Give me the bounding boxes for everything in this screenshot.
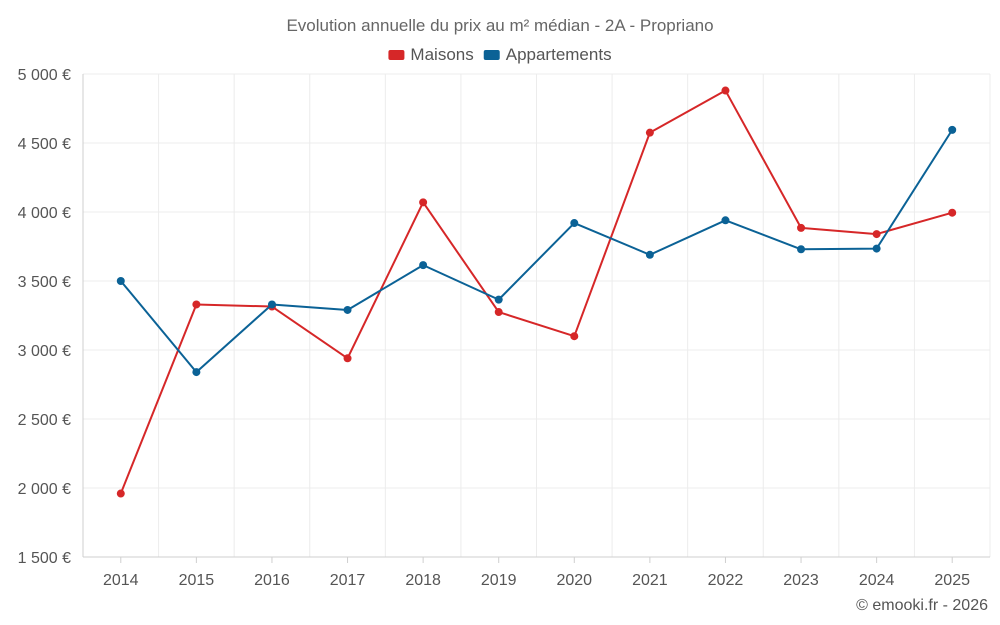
data-point-appartements[interactable]: [797, 245, 806, 254]
data-point-maisons[interactable]: [419, 198, 428, 207]
data-point-maisons[interactable]: [797, 223, 806, 232]
legend: Maisons Appartements: [388, 45, 612, 64]
data-point-maisons[interactable]: [494, 308, 503, 317]
data-point-appartements[interactable]: [419, 261, 428, 270]
data-point-maisons[interactable]: [948, 208, 957, 217]
grid: [82, 73, 991, 558]
credit-text: © emooki.fr - 2026: [856, 597, 988, 614]
data-point-maisons[interactable]: [343, 354, 352, 363]
x-tick-label: 2023: [783, 572, 819, 589]
data-point-appartements[interactable]: [948, 125, 957, 134]
data-point-appartements[interactable]: [645, 250, 654, 259]
x-tick-label: 2019: [481, 572, 517, 589]
data-point-appartements[interactable]: [267, 300, 276, 309]
x-tick-label: 2015: [179, 572, 215, 589]
y-tick-label: 2 500 €: [18, 412, 71, 429]
data-point-appartements[interactable]: [721, 216, 730, 225]
data-point-maisons[interactable]: [192, 300, 201, 309]
data-point-maisons[interactable]: [872, 230, 881, 239]
x-tick-label: 2018: [405, 572, 441, 589]
legend-swatch: [388, 50, 405, 60]
legend-item-appartements[interactable]: Appartements: [483, 45, 612, 64]
data-point-appartements[interactable]: [872, 244, 881, 253]
legend-label: Appartements: [506, 45, 612, 64]
x-tick-label: 2020: [556, 572, 592, 589]
x-tick-label: 2022: [708, 572, 744, 589]
series-line-maisons: [119, 89, 953, 494]
y-tick-label: 3 500 €: [18, 274, 71, 291]
data-point-maisons[interactable]: [645, 128, 654, 137]
y-tick-label: 3 000 €: [18, 343, 71, 360]
chart-title: Evolution annuelle du prix au m² médian …: [286, 16, 713, 35]
y-tick-label: 5 000 €: [18, 67, 71, 84]
series-group: [116, 86, 957, 498]
x-tick-label: 2016: [254, 572, 290, 589]
x-tick-label: 2017: [330, 572, 366, 589]
x-tick-label: 2024: [859, 572, 895, 589]
x-tick-label: 2021: [632, 572, 668, 589]
x-tick-label: 2025: [934, 572, 970, 589]
data-point-appartements[interactable]: [192, 368, 201, 377]
y-tick-label: 4 500 €: [18, 136, 71, 153]
y-tick-label: 2 000 €: [18, 481, 71, 498]
legend-swatch: [483, 50, 500, 60]
y-tick-label: 4 000 €: [18, 205, 71, 222]
x-tick-label: 2014: [103, 572, 139, 589]
legend-label: Maisons: [410, 45, 473, 64]
data-point-appartements[interactable]: [494, 295, 503, 304]
y-tick-label: 1 500 €: [18, 550, 71, 567]
data-point-appartements[interactable]: [343, 305, 352, 314]
y-axis: 1 500 € 2 000 € 2 500 € 3 000 € 3 500 € 4 000…: [18, 67, 84, 567]
data-point-maisons[interactable]: [721, 86, 730, 95]
data-point-maisons[interactable]: [570, 332, 579, 341]
data-point-appartements[interactable]: [116, 277, 125, 285]
data-point-maisons[interactable]: [116, 489, 125, 498]
legend-item-maisons[interactable]: Maisons: [388, 45, 474, 64]
x-axis: 2014 2015 2016 2017 2018 2019 2020 2021 2022 2023…: [83, 556, 990, 589]
data-point-appartements[interactable]: [570, 219, 579, 228]
series-line-appartements: [120, 129, 954, 374]
